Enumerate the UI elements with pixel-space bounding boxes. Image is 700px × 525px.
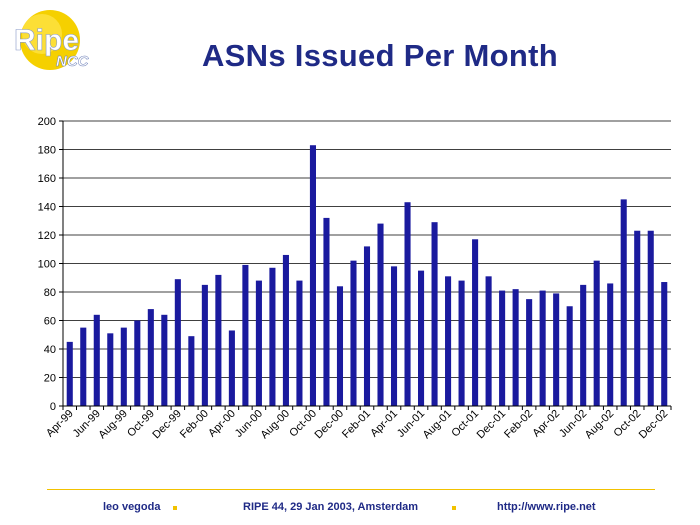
y-tick-label: 60	[44, 316, 56, 328]
x-tick-label: Apr-99	[44, 408, 76, 440]
bar	[661, 282, 668, 406]
x-tick-label: Feb-01	[340, 408, 373, 441]
bar	[309, 145, 316, 406]
bar	[269, 267, 276, 406]
bar	[526, 299, 533, 406]
bar	[161, 314, 168, 406]
bar	[282, 254, 289, 406]
y-tick-label: 80	[44, 287, 56, 299]
footer-separator-dot	[452, 506, 456, 510]
bar	[580, 284, 587, 406]
y-tick-label: 140	[38, 202, 56, 214]
bar	[120, 327, 127, 406]
x-tick-label: Aug-01	[421, 408, 455, 442]
bar	[431, 222, 438, 406]
bar	[472, 239, 479, 406]
bar	[363, 246, 371, 406]
logo-word: Ripe	[14, 24, 79, 57]
y-tick-label: 180	[38, 145, 56, 157]
bar	[350, 260, 357, 406]
bar	[107, 333, 114, 406]
bar	[607, 283, 614, 406]
x-tick-label: Dec-02	[637, 408, 671, 442]
bar	[80, 327, 87, 406]
x-tick-label: Feb-00	[178, 408, 211, 441]
bar	[593, 260, 600, 406]
x-tick-label: Dec-00	[313, 408, 347, 442]
x-tick-label: Aug-02	[583, 408, 617, 442]
x-tick-label: Feb-02	[502, 408, 535, 441]
bar	[566, 306, 573, 406]
y-tick-label: 200	[38, 116, 56, 128]
x-tick-label: Apr-01	[368, 408, 400, 440]
bar	[418, 270, 425, 406]
bar	[512, 289, 519, 406]
y-axis-ticks: 0 20 40 60 80 100 120 140 160 180 200	[38, 116, 63, 413]
bar	[404, 202, 411, 406]
bar	[553, 293, 560, 406]
y-tick-label: 100	[38, 259, 56, 271]
y-tick-label: 20	[44, 373, 56, 385]
bar	[377, 223, 384, 406]
footer-url[interactable]: http://www.ripe.net	[497, 501, 596, 513]
bar	[539, 290, 546, 406]
x-tick-label: Apr-02	[530, 408, 562, 440]
bar	[296, 280, 303, 406]
bar	[201, 284, 208, 406]
bar	[242, 264, 249, 406]
bar	[134, 320, 141, 406]
page-title: ASNs Issued Per Month	[202, 38, 558, 73]
bar	[634, 230, 641, 406]
bar	[215, 274, 222, 406]
bar	[66, 341, 73, 406]
bar	[647, 230, 654, 406]
bar	[499, 290, 506, 406]
x-tick-label: Dec-99	[150, 408, 184, 442]
x-tick-label: Aug-00	[258, 408, 292, 442]
bar	[458, 280, 465, 406]
ripe-ncc-logo: Ripe NCC	[14, 10, 90, 70]
y-tick-label: 160	[38, 173, 56, 185]
x-axis-ticks: Apr-99Jun-99Aug-99Oct-99Dec-99Feb-00Apr-…	[44, 406, 672, 442]
bar	[147, 309, 154, 406]
y-tick-label: 120	[38, 230, 56, 242]
bar	[188, 336, 195, 406]
footer-divider	[47, 489, 655, 490]
bar	[323, 217, 330, 406]
x-tick-label: Aug-99	[96, 408, 130, 442]
footer-author: leo vegoda	[103, 501, 161, 513]
y-tick-label: 0	[50, 401, 56, 413]
bar	[390, 266, 398, 406]
bar	[93, 314, 100, 406]
bar-chart: 0 20 40 60 80 100 120 140 160 180 200 Apr-99Jun-99…	[38, 116, 672, 442]
bar	[228, 330, 235, 406]
bar	[485, 276, 492, 406]
footer-separator-dot	[173, 506, 177, 510]
bar	[336, 286, 344, 406]
footer-event: RIPE 44, 29 Jan 2003, Amsterdam	[243, 501, 419, 513]
x-tick-label: Apr-00	[206, 408, 238, 440]
logo-sub: NCC	[56, 53, 90, 70]
bar	[620, 199, 627, 406]
bar-series	[66, 145, 668, 406]
y-tick-label: 40	[44, 344, 56, 356]
bar	[255, 280, 262, 406]
bar	[445, 276, 452, 406]
bar	[174, 279, 181, 406]
x-tick-label: Dec-01	[475, 408, 509, 442]
